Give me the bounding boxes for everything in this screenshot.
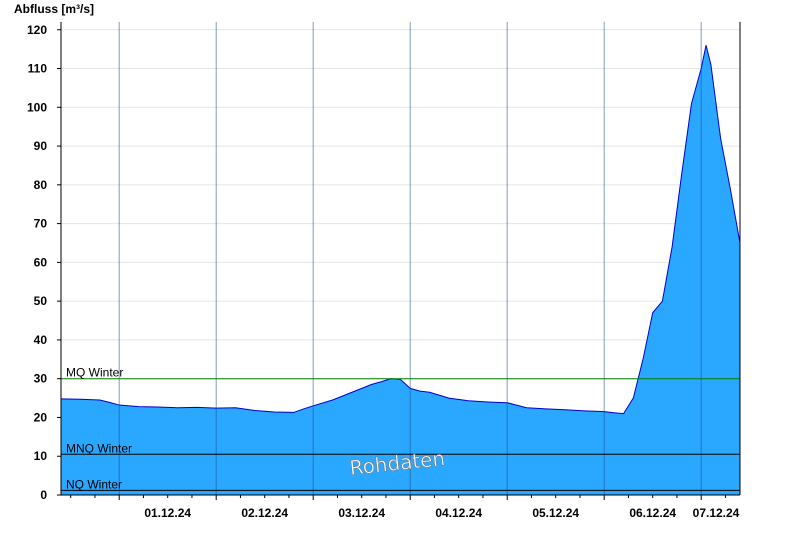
y-tick-label: 120 <box>27 23 47 37</box>
y-tick-label: 70 <box>34 217 48 231</box>
series-area-fill <box>61 45 740 495</box>
y-tick-label: 10 <box>34 449 48 463</box>
y-tick-label: 100 <box>27 100 47 114</box>
x-tick-label: 03.12.24 <box>338 506 385 520</box>
y-tick-label: 50 <box>34 294 48 308</box>
x-tick-label: 06.12.24 <box>629 506 676 520</box>
x-tick-label: 01.12.24 <box>144 506 191 520</box>
day-boundary-lines <box>118 22 702 500</box>
x-tick-label: 07.12.24 <box>693 506 740 520</box>
series-area <box>60 45 741 495</box>
y-tick-label: 110 <box>28 62 48 76</box>
y-axis-label: Abfluss [m³/s] <box>14 2 94 16</box>
y-tick-label: 40 <box>34 333 48 347</box>
x-tick-label: 05.12.24 <box>532 506 579 520</box>
y-tick-label: 80 <box>34 178 48 192</box>
series-line <box>60 45 741 415</box>
x-tick-label: 02.12.24 <box>241 506 288 520</box>
reference-line-label: NQ Winter <box>66 477 122 491</box>
x-tick-labels: 01.12.24 02.12.24 03.12.24 04.12.24 05.12.24… <box>70 495 740 520</box>
y-tick-label: 0 <box>40 488 47 502</box>
y-tick-label: 60 <box>34 255 48 269</box>
x-tick-label: 04.12.24 <box>435 506 482 520</box>
reference-lines: MQ Winter MNQ Winter NQ Winter <box>61 366 740 491</box>
y-tick-labels: 0 10 20 30 40 50 60 70 80 90 100 110 120 <box>27 23 61 502</box>
y-tick-label: 30 <box>34 372 48 386</box>
reference-line-label: MQ Winter <box>66 366 123 380</box>
reference-line-label: MNQ Winter <box>66 441 132 455</box>
axes <box>60 22 741 496</box>
y-tick-label: 20 <box>34 410 48 424</box>
y-tick-label: 90 <box>34 139 48 153</box>
